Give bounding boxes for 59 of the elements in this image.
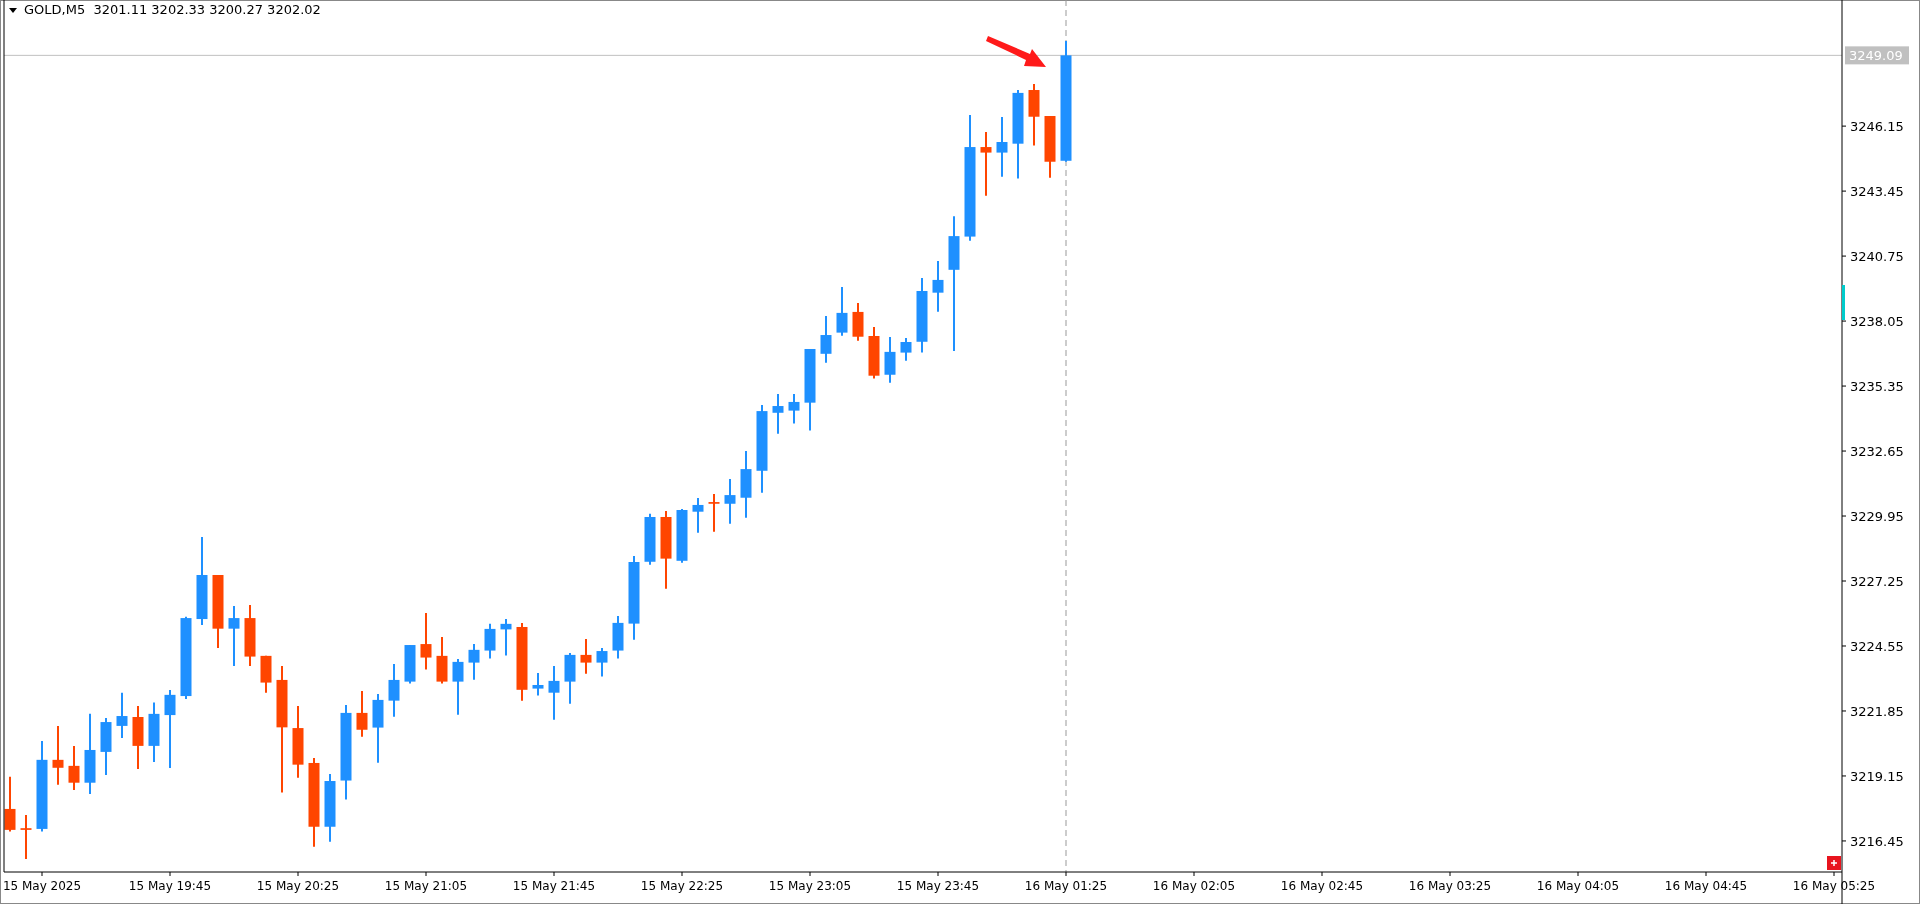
candlestick [836,285,848,337]
candlestick [388,663,400,718]
x-tick-label: 15 May 2025 [2,879,82,893]
candlestick [932,259,944,313]
candlestick [356,690,368,738]
candlestick [996,115,1008,178]
y-tick-label: 3238.05 [1850,313,1904,329]
x-tick-label: 15 May 23:45 [896,879,980,893]
candlestick [68,744,80,791]
candlestick [116,691,128,739]
x-tick-label: 16 May 02:05 [1152,879,1236,893]
candlestick [980,130,992,197]
chart-title: GOLD,M5 3201.11 3202.33 3200.27 3202.02 [24,2,321,17]
y-tick-label: 3227.25 [1850,573,1904,589]
x-tick-label: 16 May 03:25 [1408,879,1492,893]
candlestick [532,671,544,697]
candlestick [484,622,496,660]
candlestick [708,492,720,533]
y-tick-label: 3224.55 [1850,638,1904,654]
candlestick [420,612,432,671]
x-tick-label: 16 May 01:25 [1024,879,1108,893]
candlestick [692,496,704,534]
candlestick [772,393,784,435]
candlestick [900,336,912,362]
x-tick-label: 15 May 23:05 [768,879,852,893]
candlestick [884,335,896,384]
y-tick-label: 3221.85 [1850,703,1904,719]
candlestick [4,775,16,833]
y-tick-label: 3219.15 [1850,768,1904,784]
x-tick-label: 15 May 21:05 [384,879,468,893]
candlestick [452,657,464,716]
x-tick-label: 16 May 04:05 [1536,879,1620,893]
candlestick [52,724,64,786]
ref-line-label: 3249.09 [1849,47,1903,63]
x-tick-label: 15 May 21:45 [512,879,596,893]
y-tick-label: 3229.95 [1850,508,1904,524]
x-tick-label: 16 May 02:45 [1280,879,1364,893]
candlestick [228,605,240,667]
x-tick-label: 15 May 19:45 [128,879,212,893]
x-tick-label: 15 May 22:25 [640,879,724,893]
candlestick [20,813,32,860]
candlestick [820,315,832,364]
x-tick-label: 15 May 20:25 [256,879,340,893]
x-tick-label: 16 May 05:25 [1792,879,1876,893]
y-tick-label: 3240.75 [1850,248,1904,264]
x-tick-label: 16 May 04:45 [1664,879,1748,893]
candlestick [724,477,736,525]
candlestick [548,664,560,721]
candlestick [596,646,608,678]
y-tick-label: 3216.45 [1850,833,1904,849]
y-tick-label: 3246.15 [1850,118,1904,134]
candlestick [788,393,800,425]
candlestick [580,638,592,675]
y-tick-label: 3243.45 [1850,183,1904,199]
candlestick [164,689,176,770]
candlestick [468,643,480,681]
y-tick-label: 3232.65 [1850,443,1904,459]
y-tick-label: 3235.35 [1850,378,1904,394]
candlestick [500,618,512,657]
